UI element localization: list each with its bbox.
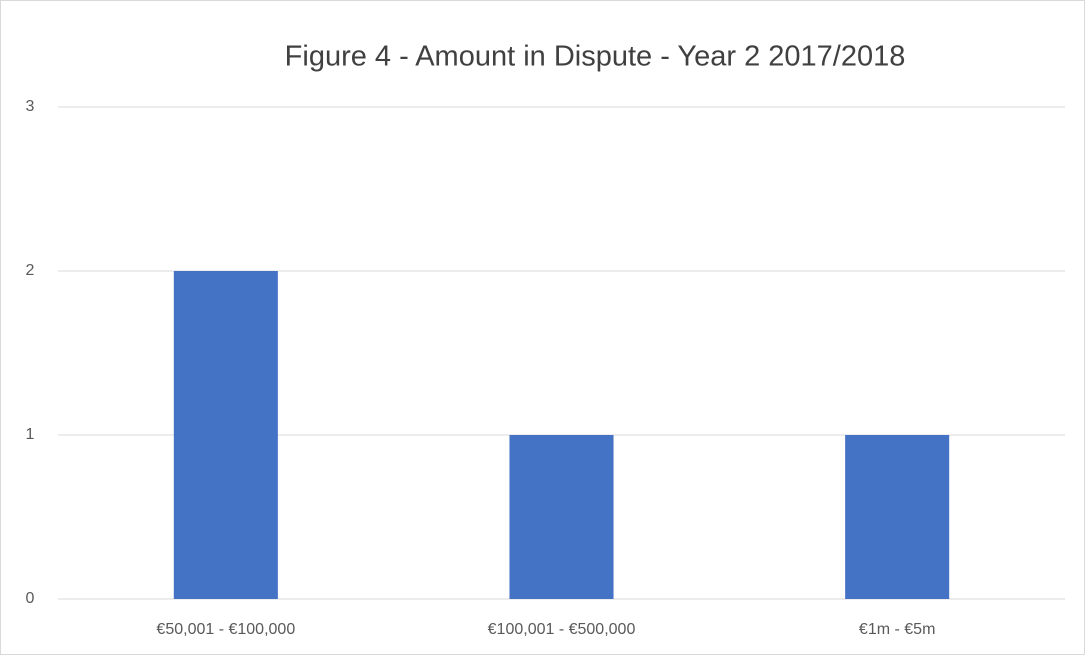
y-tick-label: 0 (26, 590, 35, 607)
y-tick-label: 1 (26, 426, 35, 443)
bar (173, 271, 278, 599)
x-tick-label: €1m - €5m (859, 621, 935, 638)
y-tick-label: 2 (26, 262, 35, 279)
bar (845, 435, 950, 599)
x-tick-label: €100,001 - €500,000 (488, 621, 636, 638)
bar (509, 435, 614, 599)
x-tick-label: €50,001 - €100,000 (156, 621, 295, 638)
y-tick-label: 3 (26, 98, 35, 115)
chart-title: Figure 4 - Amount in Dispute - Year 2 20… (285, 41, 906, 73)
